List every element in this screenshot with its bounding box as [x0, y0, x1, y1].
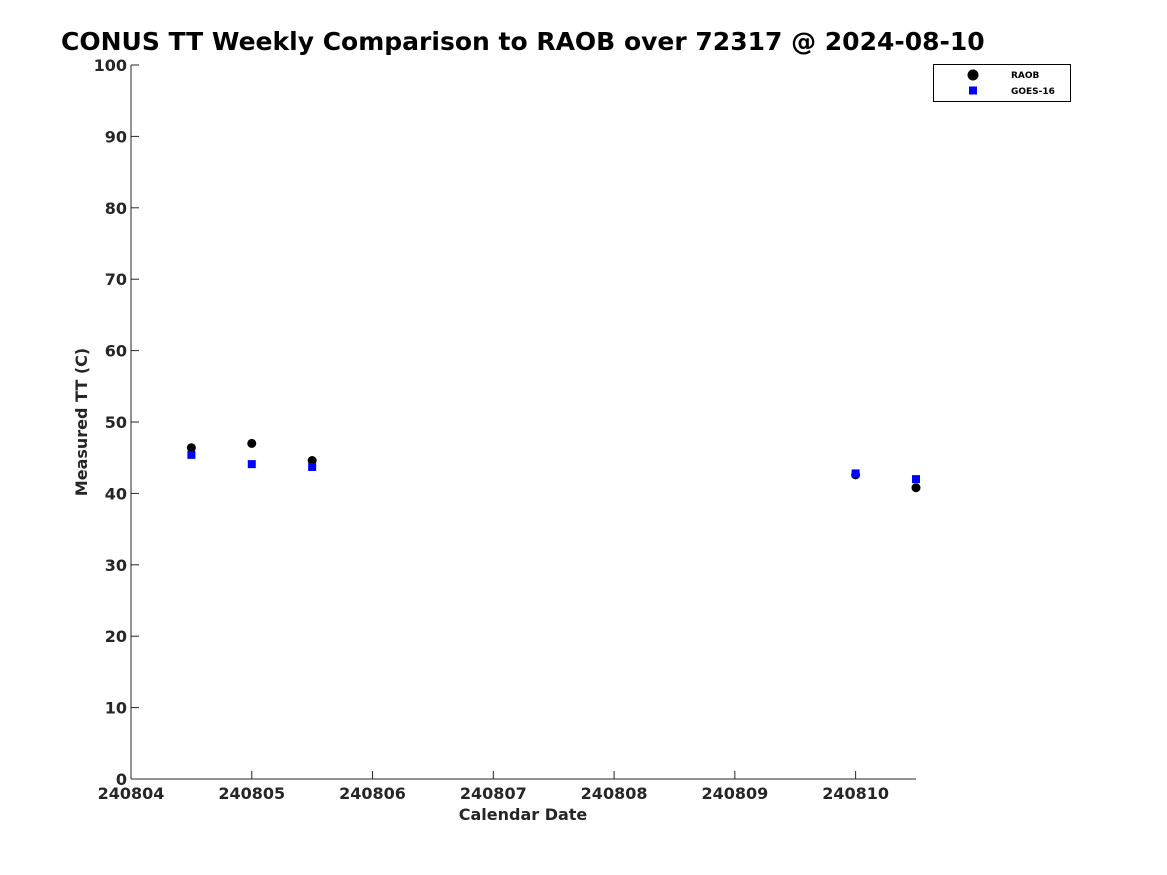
goes-16-point: [308, 462, 317, 471]
y-tick-label: 40: [105, 484, 127, 503]
y-tick-label: 60: [105, 342, 127, 361]
legend-raob-label: RAOB: [1011, 71, 1040, 81]
y-axis-label: Measured TT (C): [72, 348, 91, 496]
y-tick-label: 10: [105, 699, 127, 718]
y-tick-label: 100: [94, 56, 127, 75]
raob-point: [186, 443, 196, 453]
legend-goes-label: GOES-16: [1011, 87, 1055, 97]
legend-goes-marker: [969, 86, 977, 95]
goes-16-point: [187, 450, 196, 459]
y-tick-label: 50: [105, 413, 127, 432]
goes-16-point: [912, 475, 920, 484]
legend-box: [933, 64, 1071, 102]
chart-title: CONUS TT Weekly Comparison to RAOB over …: [61, 27, 985, 56]
x-tick-label: 240805: [218, 784, 285, 803]
legend: RAOB GOES-16: [933, 64, 1071, 102]
x-tick-label: 240806: [339, 784, 406, 803]
y-tick-label: 70: [105, 270, 127, 289]
x-tick-label: 240808: [581, 784, 648, 803]
goes-16-point: [247, 460, 256, 469]
y-tick-label: 80: [105, 199, 127, 218]
raob-point: [247, 438, 257, 448]
x-tick-label: 240809: [701, 784, 768, 803]
tick-marks: 0 10 20 30 40 50 60 70 80 90 100 240804 240805 240806…: [94, 56, 889, 803]
y-tick-label: 30: [105, 556, 127, 575]
axes: [130, 65, 916, 780]
x-tick-label: 240804: [98, 784, 165, 803]
raob-point: [307, 456, 317, 466]
y-tick-label: 20: [105, 627, 127, 646]
y-tick-label: 90: [105, 127, 127, 146]
data-points: [186, 438, 921, 493]
legend-raob-marker: [967, 69, 979, 81]
x-axis-label: Calendar Date: [459, 805, 588, 824]
goes-16-point: [851, 469, 860, 478]
y-tick-label: 0: [116, 770, 127, 789]
x-tick-label: 240807: [460, 784, 527, 803]
raob-point: [911, 483, 921, 493]
x-tick-label: 240810: [822, 784, 889, 803]
